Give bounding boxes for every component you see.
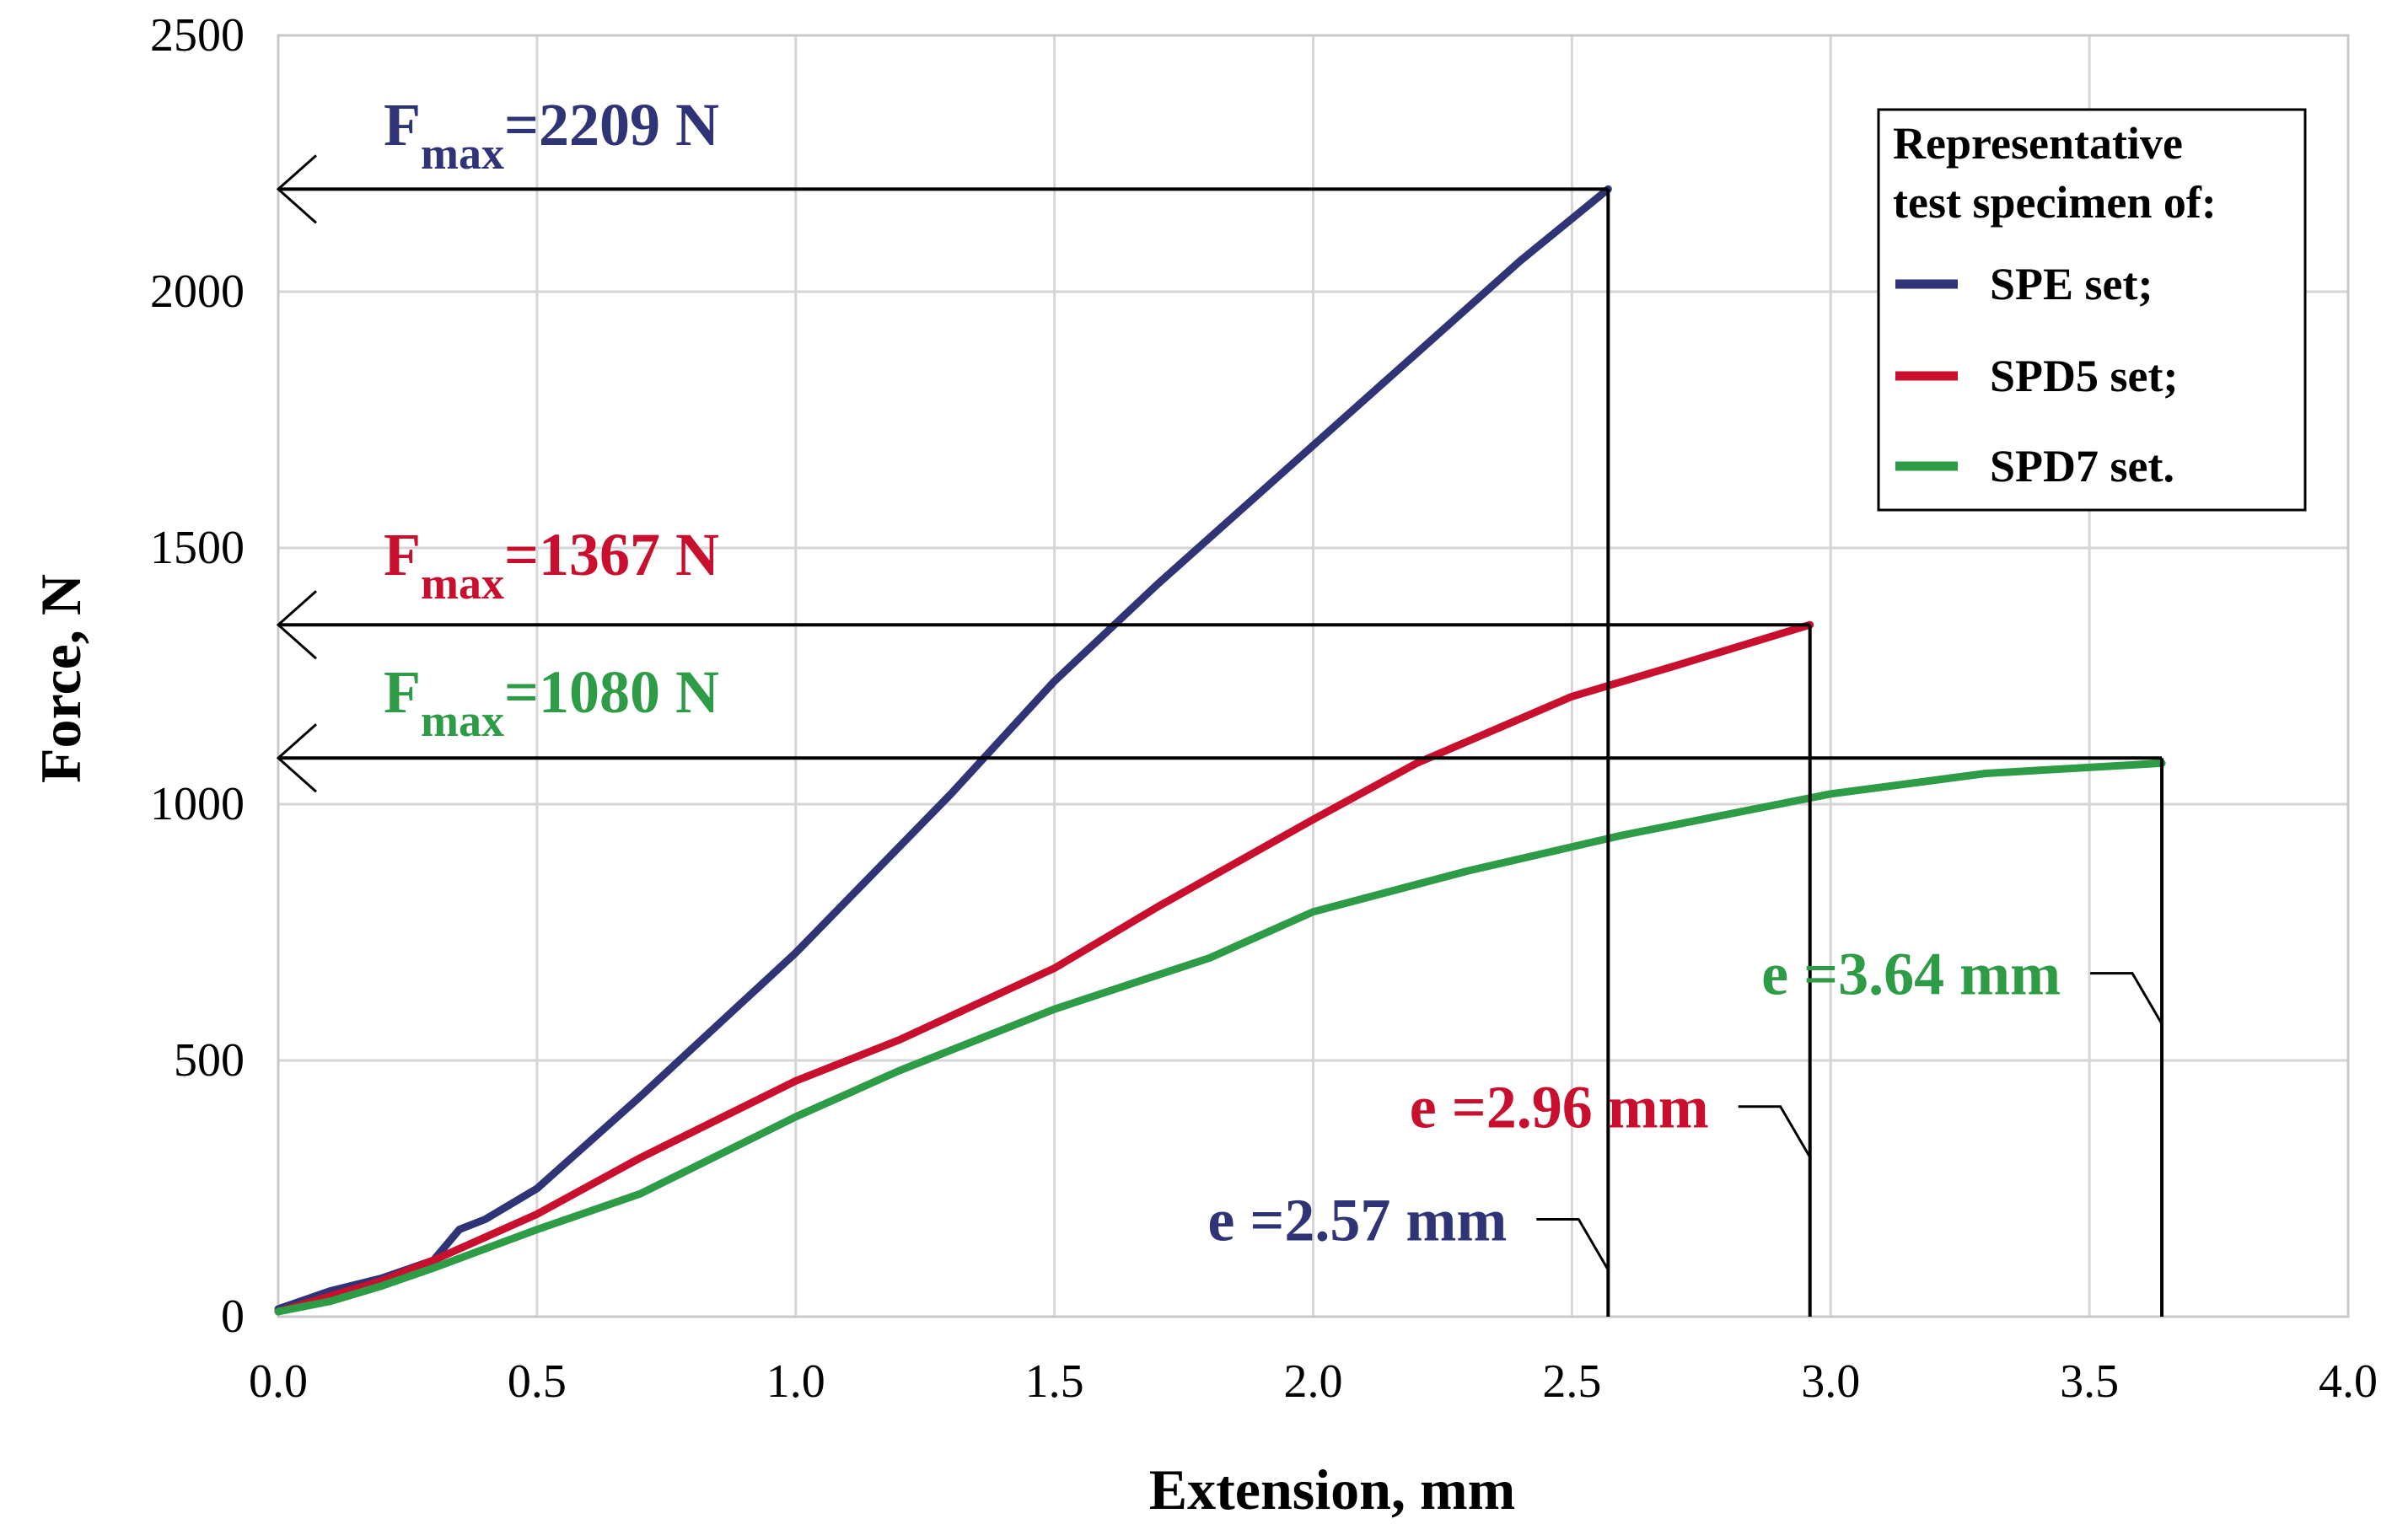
x-tick-label: 1.5 bbox=[1025, 1355, 1084, 1408]
legend-items: SPE set; SPD5 set; SPD7 set. bbox=[1895, 259, 2178, 491]
extension-leader-line bbox=[1536, 1217, 1610, 1271]
x-tick-label: 2.0 bbox=[1284, 1355, 1343, 1408]
plot-area-frame bbox=[277, 34, 2350, 1318]
fmax-arrowhead bbox=[276, 723, 317, 793]
x-axis-title: Extension, mm bbox=[1149, 1457, 1515, 1522]
legend: Representative test specimen of: SPE set… bbox=[1877, 108, 2307, 512]
extension-annotations: e =2.57 mm e =2.96 mm e =3.64 mm bbox=[1207, 941, 2163, 1271]
y-tick-label: 500 bbox=[174, 1034, 245, 1087]
y-tick-label: 0 bbox=[221, 1291, 245, 1343]
x-tick-labels: 0.0 0.5 1.0 1.5 2.0 2.5 3.0 3.5 4.0 bbox=[249, 1355, 2378, 1408]
y-tick-label: 1000 bbox=[150, 778, 245, 830]
fmax-annotation-labels: Fmax=2209 N Fmax=1367 N Fmax=1080 N bbox=[384, 91, 719, 746]
legend-title-line2: test specimen of: bbox=[1893, 177, 2217, 228]
extension-label: e =2.96 mm bbox=[1410, 1074, 1709, 1141]
y-tick-label: 2000 bbox=[150, 266, 245, 318]
x-tick-label: 2.5 bbox=[1542, 1355, 1601, 1408]
legend-box bbox=[1877, 108, 2307, 512]
fmax-label: Fmax=1367 N bbox=[384, 521, 719, 609]
legend-item-label: SPD7 set. bbox=[1990, 441, 2174, 491]
fmax-arrowhead bbox=[276, 590, 317, 660]
y-axis-title: Force, N bbox=[29, 574, 93, 783]
legend-item-label: SPE set; bbox=[1990, 259, 2153, 309]
extension-label: e =3.64 mm bbox=[1761, 941, 2061, 1008]
x-tick-label: 0.5 bbox=[508, 1355, 567, 1408]
legend-title-line1: Representative bbox=[1893, 118, 2183, 169]
y-tick-label: 1500 bbox=[150, 522, 245, 574]
fmax-label: Fmax=1080 N bbox=[384, 658, 719, 746]
legend-item-label: SPD5 set; bbox=[1990, 351, 2178, 401]
extension-leader-line bbox=[1738, 1105, 1811, 1158]
x-tick-label: 3.5 bbox=[2060, 1355, 2119, 1408]
extension-leader-line bbox=[2090, 972, 2163, 1025]
y-tick-label: 2500 bbox=[150, 9, 245, 62]
x-tick-label: 1.0 bbox=[766, 1355, 825, 1408]
fmax-annotation-lines bbox=[276, 154, 2164, 1317]
extension-label: e =2.57 mm bbox=[1207, 1186, 1507, 1253]
x-tick-label: 0.0 bbox=[249, 1355, 308, 1408]
y-tick-labels: 0 500 1000 1500 2000 2500 bbox=[150, 9, 245, 1343]
data-series bbox=[274, 185, 2166, 1316]
x-tick-label: 4.0 bbox=[2319, 1355, 2378, 1408]
series-line-spd5-set bbox=[274, 620, 1814, 1316]
series-line-spd7-set bbox=[274, 759, 2166, 1316]
fmax-arrowhead bbox=[276, 154, 317, 224]
fmax-label: Fmax=2209 N bbox=[384, 91, 719, 179]
x-tick-label: 3.0 bbox=[1801, 1355, 1860, 1408]
